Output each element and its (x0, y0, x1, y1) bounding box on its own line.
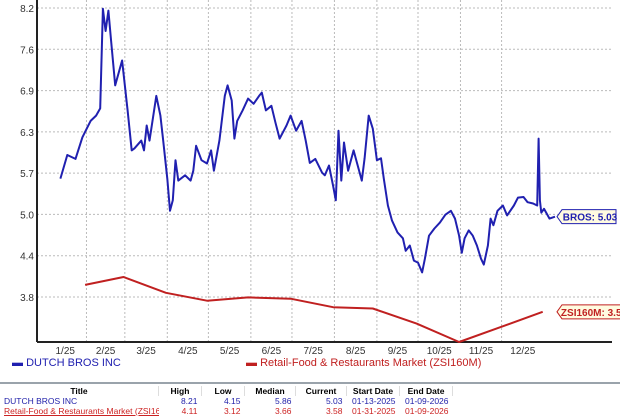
x-tick-label: 9/25 (388, 346, 408, 357)
summary-table: Title High Low Median Current Start Date… (0, 386, 453, 416)
col-end-date: End Date (399, 386, 453, 396)
x-tick-label: 12/25 (510, 346, 535, 357)
y-tick-label: 7.6 (20, 45, 34, 56)
x-tick-label: 6/25 (262, 346, 282, 357)
row-end-date: 01-09-2026 (405, 396, 449, 406)
legend-dutch-bros: ▬ DUTCH BROS INC (12, 357, 121, 369)
row-high: 4.11 (181, 406, 198, 416)
col-median: Median (244, 386, 296, 396)
row-start-date: 01-13-2025 (352, 396, 396, 406)
row-high: 8.21 (180, 396, 198, 406)
y-tick-label: 6.3 (20, 128, 34, 139)
row-current: 3.58 (325, 406, 343, 416)
y-tick-label: 4.4 (20, 252, 34, 263)
row-title: DUTCH BROS INC (4, 396, 78, 406)
table-row: DUTCH BROS INC 8.21 4.15 5.86 5.03 01-13… (0, 396, 453, 406)
legend-label: DUTCH BROS INC (26, 357, 121, 369)
end-label: ZSI160M: 3.58 (561, 308, 620, 319)
row-end-date: 01-09-2026 (405, 406, 449, 416)
col-start-date: Start Date (346, 386, 400, 396)
row-median: 5.86 (274, 396, 292, 406)
legend-label: Retail-Food & Restaurants Market (ZSI160… (260, 357, 482, 369)
x-tick-label: 3/25 (136, 346, 156, 357)
y-tick-label: 3.8 (20, 293, 34, 304)
y-tick-label: 8.2 (20, 4, 34, 15)
x-tick-label: 5/25 (220, 346, 240, 357)
line-chart: 8.2 7.6 6.9 6.3 5.7 5.0 4.4 3.8 1/25 2/25 3/25 4/25… (20, 0, 620, 357)
row-title-link[interactable]: Retail-Food & Restaurants Market (ZSI160… (4, 406, 159, 416)
col-low: Low (201, 386, 245, 396)
row-start-date: 01-31-2025 (352, 406, 396, 416)
legend-swatch: ▬ (12, 357, 27, 369)
divider (0, 382, 620, 384)
row-low: 3.12 (223, 406, 241, 416)
x-tick-label: 1/25 (56, 346, 76, 357)
x-tick-label: 2/25 (96, 346, 116, 357)
y-tick-label: 5.7 (20, 169, 34, 180)
legend-retail-food: ▬ Retail-Food & Restaurants Market (ZSI1… (246, 357, 481, 369)
col-high: High (158, 386, 202, 396)
x-tick-label: 10/25 (427, 346, 452, 357)
col-current: Current (295, 386, 347, 396)
x-tick-label: 11/25 (469, 346, 494, 357)
row-median: 3.66 (274, 406, 292, 416)
table-header: Title High Low Median Current Start Date… (0, 386, 453, 396)
end-label-box (556, 209, 617, 225)
row-low: 4.15 (223, 396, 241, 406)
series-line-dutch-bros (59, 7, 556, 274)
x-tick-label: 8/25 (346, 346, 366, 357)
col-title: Title (0, 386, 159, 396)
end-label-box (556, 304, 620, 320)
y-tick-label: 5.0 (20, 210, 34, 221)
x-tick-label: 7/25 (303, 346, 323, 357)
end-label: BROS: 5.03 (563, 213, 618, 224)
y-tick-label: 6.9 (20, 87, 34, 98)
row-current: 5.03 (325, 396, 343, 406)
table-row: Retail-Food & Restaurants Market (ZSI160… (0, 406, 453, 416)
legend-swatch: ▬ (246, 357, 261, 369)
x-tick-label: 4/25 (178, 346, 198, 357)
series-line-retail-food (84, 276, 544, 343)
